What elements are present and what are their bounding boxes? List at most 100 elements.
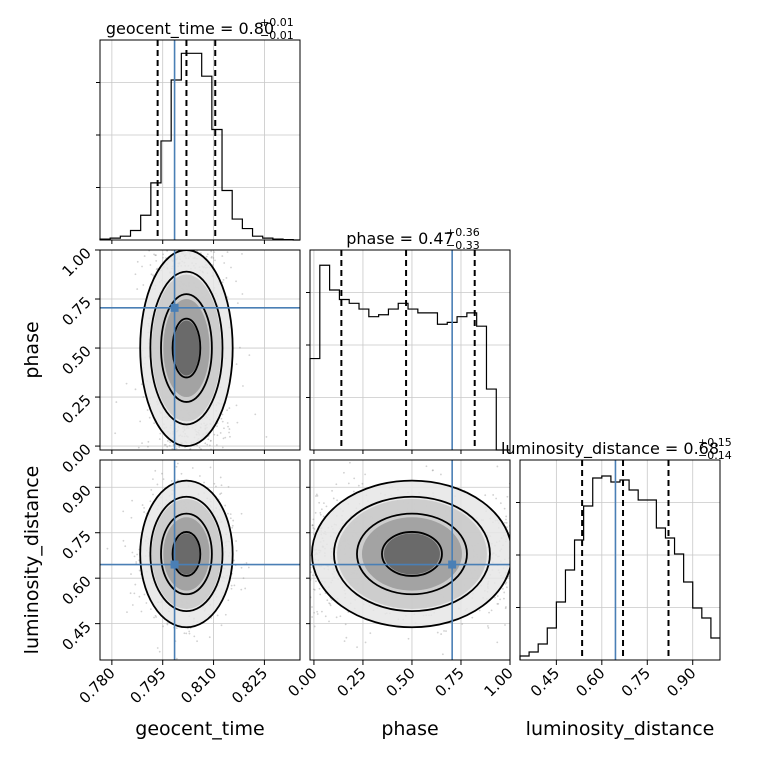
sample-point <box>137 446 140 449</box>
y-tick-label: 0.45 <box>58 618 94 654</box>
sample-point <box>153 422 156 425</box>
y-tick-label: 0.75 <box>58 293 94 329</box>
x-axis-label: luminosity_distance <box>526 718 715 740</box>
sample-point <box>213 482 216 485</box>
x-tick-label: 0.825 <box>228 664 271 707</box>
contour-line <box>381 531 443 577</box>
density-level <box>383 533 440 575</box>
sample-point <box>344 623 347 626</box>
hist-panel-geocent_time: geocent_time = 0.80+0.01−0.01 <box>96 16 301 241</box>
sample-point <box>222 437 225 440</box>
sample-point <box>478 609 481 612</box>
sample-point <box>115 401 118 403</box>
sample-point <box>205 255 208 258</box>
sample-point <box>169 441 172 444</box>
sample-point <box>175 465 178 468</box>
sample-point <box>219 476 222 479</box>
sample-point <box>495 497 498 500</box>
sample-point <box>230 584 233 587</box>
sample-point <box>221 413 224 416</box>
sample-point <box>134 583 137 586</box>
sample-point <box>135 561 138 563</box>
sample-point <box>316 494 319 497</box>
sample-point <box>441 653 444 656</box>
sample-point <box>156 483 159 486</box>
sample-point <box>443 630 445 632</box>
sample-point <box>244 587 247 590</box>
sample-point <box>313 528 316 530</box>
sample-point <box>310 571 312 574</box>
sample-point <box>227 599 230 602</box>
sample-point <box>223 427 225 430</box>
sample-point <box>228 407 231 409</box>
y-axis-label: luminosity_distance <box>21 466 43 655</box>
y-tick-label: 0.75 <box>58 527 94 563</box>
sample-point <box>247 566 250 569</box>
x-tick-label: 0.60 <box>572 664 608 700</box>
sample-point <box>484 494 487 497</box>
sample-point <box>231 524 234 527</box>
sample-point <box>490 609 493 612</box>
sample-point <box>141 504 144 506</box>
sample-point <box>235 363 238 366</box>
sample-point <box>214 259 216 262</box>
sample-point <box>432 469 434 472</box>
density-content <box>100 456 300 660</box>
histogram-steps <box>519 475 720 660</box>
x-tick-label: 0.75 <box>431 664 467 700</box>
sample-point <box>311 524 314 526</box>
sample-point <box>316 610 319 613</box>
sample-point <box>162 625 164 628</box>
sample-point <box>505 518 507 521</box>
sample-point <box>369 632 372 635</box>
sample-point <box>148 416 151 419</box>
sample-point <box>235 280 237 283</box>
sample-point <box>199 475 201 477</box>
sample-point <box>141 442 143 445</box>
sample-point <box>147 445 149 448</box>
sample-point <box>153 616 155 619</box>
sample-point <box>216 614 219 617</box>
sample-point <box>324 615 327 618</box>
x-tick-label: 0.795 <box>126 664 169 707</box>
sample-point <box>152 493 154 496</box>
x-tick-label: 0.00 <box>284 664 320 700</box>
density-panel-geocent_time-luminosity_distance <box>99 456 301 661</box>
sample-point <box>122 539 125 542</box>
x-tick-label: 0.75 <box>618 664 654 700</box>
sample-point <box>242 577 245 580</box>
sample-point <box>163 443 166 446</box>
sample-point <box>149 264 152 266</box>
histogram-steps <box>309 264 510 451</box>
sample-point <box>319 511 322 514</box>
sample-point <box>235 549 238 552</box>
sample-point <box>208 636 211 639</box>
panel-frame <box>99 459 301 661</box>
sample-point <box>210 250 213 253</box>
sample-point <box>487 626 490 629</box>
sample-point <box>143 255 146 257</box>
sample-point <box>204 456 206 458</box>
sample-point <box>229 513 232 515</box>
sample-point <box>221 446 224 449</box>
sample-point <box>461 623 464 625</box>
sample-point <box>130 516 133 519</box>
sample-point <box>232 519 235 522</box>
sample-point <box>208 444 211 447</box>
sample-point <box>222 278 225 281</box>
sample-point <box>175 447 178 450</box>
sample-point <box>311 524 314 527</box>
sample-point <box>319 513 322 516</box>
contour-line <box>149 495 224 613</box>
truth-marker <box>170 560 179 569</box>
density-panel-phase-luminosity_distance <box>309 459 511 661</box>
sample-point <box>436 631 439 634</box>
sample-point <box>322 515 325 518</box>
sample-point <box>240 588 243 591</box>
y-tick-label: 0.60 <box>58 572 94 608</box>
sample-point <box>138 569 141 572</box>
sample-point <box>311 616 313 618</box>
sample-point <box>503 507 506 510</box>
sample-point <box>240 566 243 569</box>
sample-point <box>325 505 328 508</box>
